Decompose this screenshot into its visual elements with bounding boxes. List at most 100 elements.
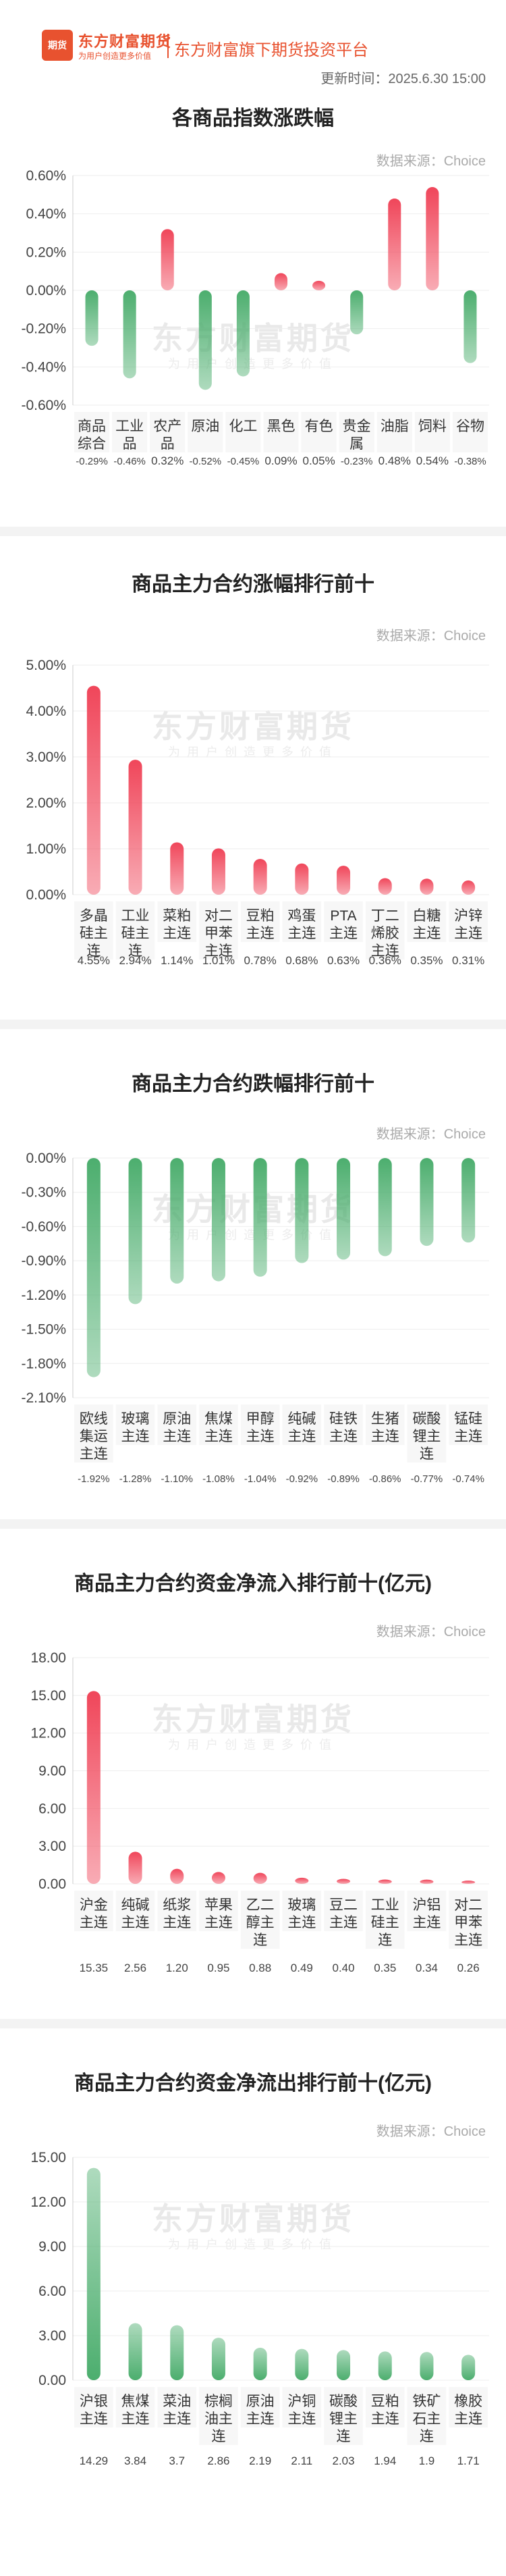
y-tick-label: 0.00% [26,1151,66,1166]
data-source: 数据来源：Choice [376,1127,486,1142]
value-label: -0.46% [113,456,146,467]
value-label: 1.01% [202,954,235,967]
value-label: 0.54% [416,454,449,467]
value-label: 0.05% [302,454,335,467]
value-label: 15.35 [80,1962,109,1974]
bar [426,187,439,290]
value-label: -0.77% [411,1473,443,1485]
category-label-bg [225,412,261,452]
bar [253,1158,267,1277]
bar [378,1879,392,1884]
category-label-bg [115,901,155,960]
category-label-bg [449,1404,488,1445]
value-label: 0.34 [416,1962,438,1974]
category-label-bg [449,2387,488,2427]
category-label-bg [449,1891,488,1949]
y-tick-label: 2.00% [26,795,66,811]
category-label-bg [324,2387,363,2445]
value-label: 14.29 [80,2454,109,2467]
category-label: 原油主连 [246,2394,275,2427]
category-label-bg [112,412,148,452]
category-label-bg [74,1891,113,1931]
category-label: 锰硅主连 [454,1411,482,1444]
category-label: 纯碱主连 [121,1897,150,1930]
category-label: 工业硅主连 [371,1897,399,1948]
bar [295,1158,309,1263]
category-label: 豆粕主连 [371,2394,399,2427]
category-label-bg [324,1891,363,1931]
bar [211,1158,225,1282]
watermark: 东方财富期货 [152,1702,354,1737]
bar [461,880,476,895]
category-label-bg [157,2387,197,2427]
category-label: 纸浆主连 [163,1897,191,1930]
category-label: 工业品 [115,419,144,452]
bar [128,1158,142,1305]
section-divider [0,2019,506,2028]
bar [253,2347,267,2380]
platform-name: 东方财富旗下期货投资平台 [174,41,368,59]
value-label: -0.23% [341,456,373,467]
category-label: 原油主连 [163,1411,191,1444]
category-label-bg [157,901,197,942]
bar [253,858,267,895]
chart-title: 商品主力合约资金净流入排行前十(亿元) [74,1573,432,1595]
value-label: 1.94 [374,2454,396,2467]
category-label: 商品综合 [78,419,106,452]
y-tick-label: -1.80% [21,1356,66,1371]
category-label-bg [365,2387,405,2427]
chart-title: 商品主力合约资金净流出排行前十(亿元) [74,2072,432,2095]
y-tick-label: 18.00 [30,1650,66,1666]
value-label: 2.86 [207,2454,229,2467]
category-label: 焦煤主连 [204,1411,233,1444]
category-label: 豆粕主连 [246,908,275,941]
category-label: 化工 [229,419,257,434]
value-label: -1.28% [119,1473,152,1485]
watermark-slogan: 为用户创造更多价值 [168,745,338,759]
bar [161,229,174,290]
value-label: 0.88 [249,1962,271,1974]
y-tick-label: -1.20% [21,1288,66,1303]
category-label-bg [157,1891,197,1931]
category-label-bg [407,901,447,942]
data-source: 数据来源：Choice [376,629,486,643]
y-tick-label: 6.00 [38,2284,66,2299]
value-label: 0.36% [369,954,401,967]
watermark: 东方财富期货 [152,321,354,356]
bar [170,2325,184,2380]
bar [295,1877,309,1884]
bar [337,2350,351,2380]
category-label: 玻璃主连 [121,1411,150,1444]
chart-section-top-gainers: 商品主力合约涨幅排行前十 数据来源：Choice 东方财富期货 为用户创造更多价… [0,540,506,1013]
category-label-bg [188,412,223,452]
watermark-slogan: 为用户创造更多价值 [168,1228,338,1242]
category-label-bg [115,1404,155,1445]
category-label: 苹果主连 [204,1897,233,1930]
category-label: 农产品 [153,419,181,452]
category-label: 油脂 [381,419,409,434]
category-label: 焦煤主连 [121,2394,150,2427]
bar [378,878,392,895]
category-label-bg [240,2387,280,2427]
category-label-bg [365,901,405,960]
category-label-bg [282,2387,322,2427]
section-divider [0,1519,506,1529]
category-label-bg [157,1404,197,1445]
chart-title: 商品主力合约跌幅排行前十 [132,1073,374,1095]
bar [337,1878,351,1884]
bar [378,2351,392,2380]
category-label: 橡胶主连 [454,2394,482,2427]
category-label: 对二甲苯主连 [454,1897,482,1948]
value-label: -0.74% [452,1473,484,1485]
bar [295,863,309,895]
value-label: -0.45% [227,456,260,467]
bar [128,1851,142,1884]
value-label: 2.11 [291,2454,312,2467]
bar [86,685,101,895]
category-label-bg [240,901,280,942]
category-label: 沪铝主连 [412,1897,441,1930]
bar [170,1868,184,1884]
category-label-bg [324,1404,363,1445]
bar [388,199,401,290]
category-label-bg [199,2387,238,2445]
